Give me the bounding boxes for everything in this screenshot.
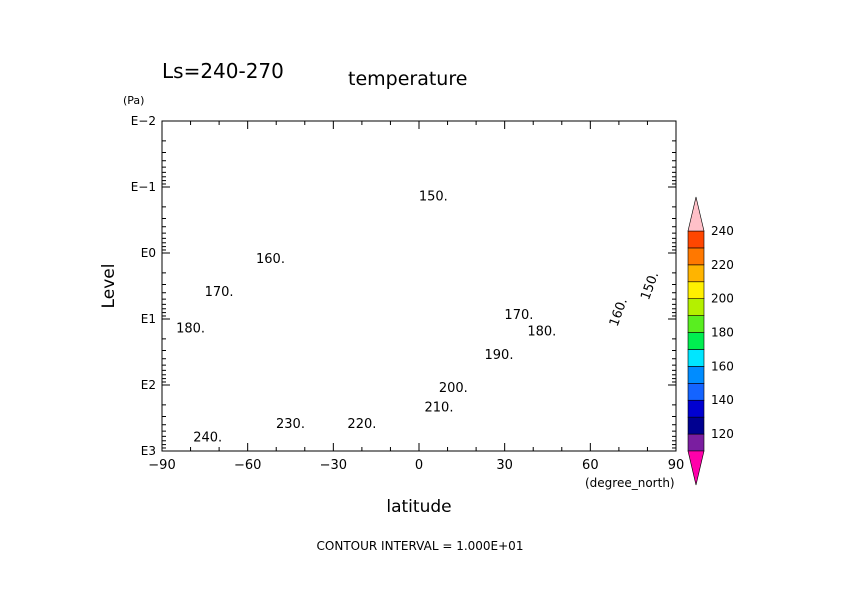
x-axis-unit: (degree_north) [585,476,675,490]
x-tick-label: 60 [582,458,599,473]
contour-label: 170. [504,308,533,323]
y-axis: E3 E2 E1 E0 E−1 E−2 [131,114,676,458]
contour-interval-note: CONTOUR INTERVAL = 1.000E+01 [317,539,524,553]
x-tick-label: 30 [496,458,513,473]
x-axis-label: latitude [386,497,451,517]
colorbar-band [687,399,705,418]
colorbar-band [687,332,705,350]
colorbar-band [687,349,705,367]
colorbar-tick-label: 220 [711,258,734,272]
contour-label: 220. [347,417,376,432]
x-tick-label: −90 [148,458,175,473]
colorbar-band [687,247,705,266]
colorbar-band [687,281,705,299]
colorbar-band [687,416,705,435]
x-axis: −90 −60 −30 0 30 60 90 [148,121,684,473]
y-tick-label: E3 [141,444,156,458]
contour-label: 180. [527,325,556,340]
contour-label: 170. [205,285,234,300]
colorbar-tick-label: 240 [711,224,734,238]
contour-label: 160. [256,252,285,267]
x-tick-label: 0 [415,458,423,473]
y-axis-unit: (Pa) [123,94,144,107]
colorbar-band [687,315,705,333]
contour-label: 200. [439,381,468,396]
colorbar-under-triangle [687,450,705,486]
colorbar-tick-label: 200 [711,292,734,306]
x-tick-label: 90 [668,458,685,473]
colorbar-band [687,298,705,316]
colorbar-band [687,264,705,283]
contour-label: 190. [485,348,514,363]
colorbar-tick-label: 160 [711,359,734,373]
colorbar-band [687,366,705,384]
x-tick-label: −60 [234,458,261,473]
y-tick-label: E−2 [131,114,156,128]
y-tick-label: E0 [141,246,156,260]
contour-label: 150. [419,189,448,204]
colorbar-tick-label: 140 [711,393,734,407]
y-tick-label: E1 [141,312,156,326]
colorbar: 120 140 160 180 200 220 240 [687,196,734,486]
colorbar-tick-label: 180 [711,326,734,340]
contour-label: 180. [176,321,205,336]
x-tick-label: −30 [320,458,347,473]
colorbar-band [687,383,705,401]
y-tick-label: E−1 [131,180,156,194]
chart-title: temperature [348,68,467,90]
y-axis-label: Level [99,264,119,309]
contour-label: 240. [193,430,222,445]
season-subtitle: Ls=240-270 [162,59,284,83]
contour-label: 210. [425,401,454,416]
contour-label: 230. [276,417,305,432]
y-tick-label: E2 [141,378,156,392]
colorbar-band [687,433,705,452]
colorbar-tick-label: 120 [711,427,734,441]
colorbar-over-triangle [687,196,705,232]
colorbar-band [687,230,705,249]
